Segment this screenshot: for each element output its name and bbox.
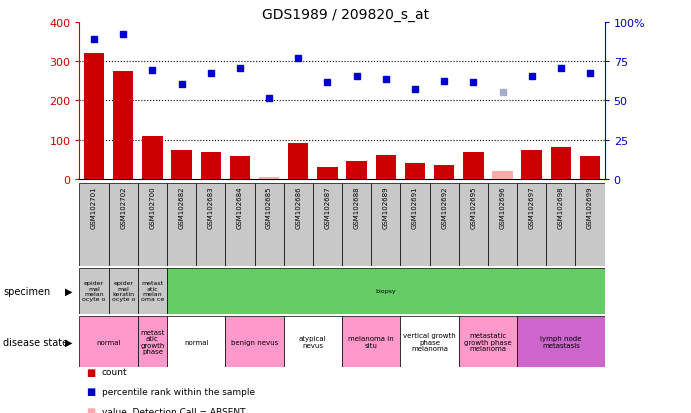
- Bar: [142, 136, 162, 180]
- Bar: [196, 184, 225, 266]
- Text: percentile rank within the sample: percentile rank within the sample: [102, 387, 255, 396]
- Bar: [79, 316, 138, 368]
- Text: GSM102699: GSM102699: [587, 186, 593, 229]
- Text: GSM102697: GSM102697: [529, 186, 535, 229]
- Bar: [342, 184, 371, 266]
- Text: GSM102702: GSM102702: [120, 186, 126, 229]
- Text: GSM102687: GSM102687: [325, 186, 330, 229]
- Bar: [517, 316, 605, 368]
- Bar: [547, 184, 576, 266]
- Bar: [400, 316, 459, 368]
- Text: ▶: ▶: [65, 286, 73, 296]
- Bar: [459, 316, 517, 368]
- Bar: [434, 166, 455, 180]
- Text: metast
atic
growth
phase: metast atic growth phase: [140, 329, 164, 354]
- Text: GSM102701: GSM102701: [91, 186, 97, 229]
- Text: epider
mal
melan
ocyte o: epider mal melan ocyte o: [82, 280, 106, 302]
- Text: GSM102695: GSM102695: [471, 186, 476, 229]
- Bar: [342, 316, 400, 368]
- Bar: [405, 163, 425, 180]
- Bar: [79, 184, 108, 266]
- Text: GSM102700: GSM102700: [149, 186, 155, 229]
- Bar: [225, 316, 284, 368]
- Bar: [284, 316, 342, 368]
- Bar: [167, 316, 225, 368]
- Text: value, Detection Call = ABSENT: value, Detection Call = ABSENT: [102, 407, 245, 413]
- Bar: [576, 184, 605, 266]
- Bar: [108, 268, 138, 314]
- Bar: [229, 157, 250, 180]
- Text: GSM102682: GSM102682: [178, 186, 184, 229]
- Text: count: count: [102, 367, 127, 376]
- Text: GSM102689: GSM102689: [383, 186, 389, 229]
- Bar: [171, 150, 192, 180]
- Text: melanoma in
situ: melanoma in situ: [348, 335, 394, 348]
- Bar: [84, 54, 104, 180]
- Bar: [254, 184, 284, 266]
- Text: ■: ■: [86, 367, 95, 377]
- Text: GSM102683: GSM102683: [208, 186, 214, 229]
- Text: GSM102692: GSM102692: [441, 186, 447, 229]
- Text: metastatic
growth phase
melanoma: metastatic growth phase melanoma: [464, 332, 512, 351]
- Bar: [138, 184, 167, 266]
- Text: GSM102686: GSM102686: [295, 186, 301, 229]
- Bar: [108, 184, 138, 266]
- Text: epider
mal
keratin
ocyte o: epider mal keratin ocyte o: [111, 280, 135, 302]
- Bar: [580, 157, 600, 180]
- Text: GSM102698: GSM102698: [558, 186, 564, 229]
- Bar: [313, 184, 342, 266]
- Text: GSM102685: GSM102685: [266, 186, 272, 229]
- Bar: [138, 268, 167, 314]
- Bar: [167, 184, 196, 266]
- Bar: [430, 184, 459, 266]
- Text: lymph node
metastasis: lymph node metastasis: [540, 335, 582, 348]
- Text: GDS1989 / 209820_s_at: GDS1989 / 209820_s_at: [262, 8, 429, 22]
- Bar: [288, 144, 308, 180]
- Bar: [225, 184, 254, 266]
- Bar: [400, 184, 430, 266]
- Bar: [346, 161, 367, 180]
- Bar: [492, 172, 513, 180]
- Bar: [376, 156, 396, 180]
- Bar: [488, 184, 517, 266]
- Text: vertical growth
phase
melanoma: vertical growth phase melanoma: [403, 332, 456, 351]
- Text: ■: ■: [86, 387, 95, 396]
- Bar: [371, 184, 400, 266]
- Text: disease state: disease state: [3, 337, 68, 347]
- Bar: [517, 184, 547, 266]
- Bar: [551, 147, 571, 180]
- Text: biopsy: biopsy: [375, 289, 396, 294]
- Text: GSM102691: GSM102691: [412, 186, 418, 229]
- Bar: [522, 150, 542, 180]
- Bar: [138, 316, 167, 368]
- Bar: [463, 152, 484, 180]
- Bar: [459, 184, 488, 266]
- Bar: [317, 168, 338, 180]
- Text: ▶: ▶: [65, 337, 73, 347]
- Bar: [259, 178, 279, 180]
- Text: GSM102684: GSM102684: [237, 186, 243, 229]
- Text: GSM102696: GSM102696: [500, 186, 506, 229]
- Bar: [113, 72, 133, 180]
- Text: ■: ■: [86, 406, 95, 413]
- Text: atypical
nevus: atypical nevus: [299, 335, 327, 348]
- Bar: [200, 153, 221, 180]
- Text: metast
atic
melan
oma ce: metast atic melan oma ce: [141, 280, 164, 302]
- Bar: [284, 184, 313, 266]
- Bar: [167, 268, 605, 314]
- Text: normal: normal: [96, 339, 121, 345]
- Bar: [79, 268, 108, 314]
- Text: specimen: specimen: [3, 286, 50, 296]
- Text: normal: normal: [184, 339, 209, 345]
- Text: benign nevus: benign nevus: [231, 339, 278, 345]
- Text: GSM102688: GSM102688: [354, 186, 359, 229]
